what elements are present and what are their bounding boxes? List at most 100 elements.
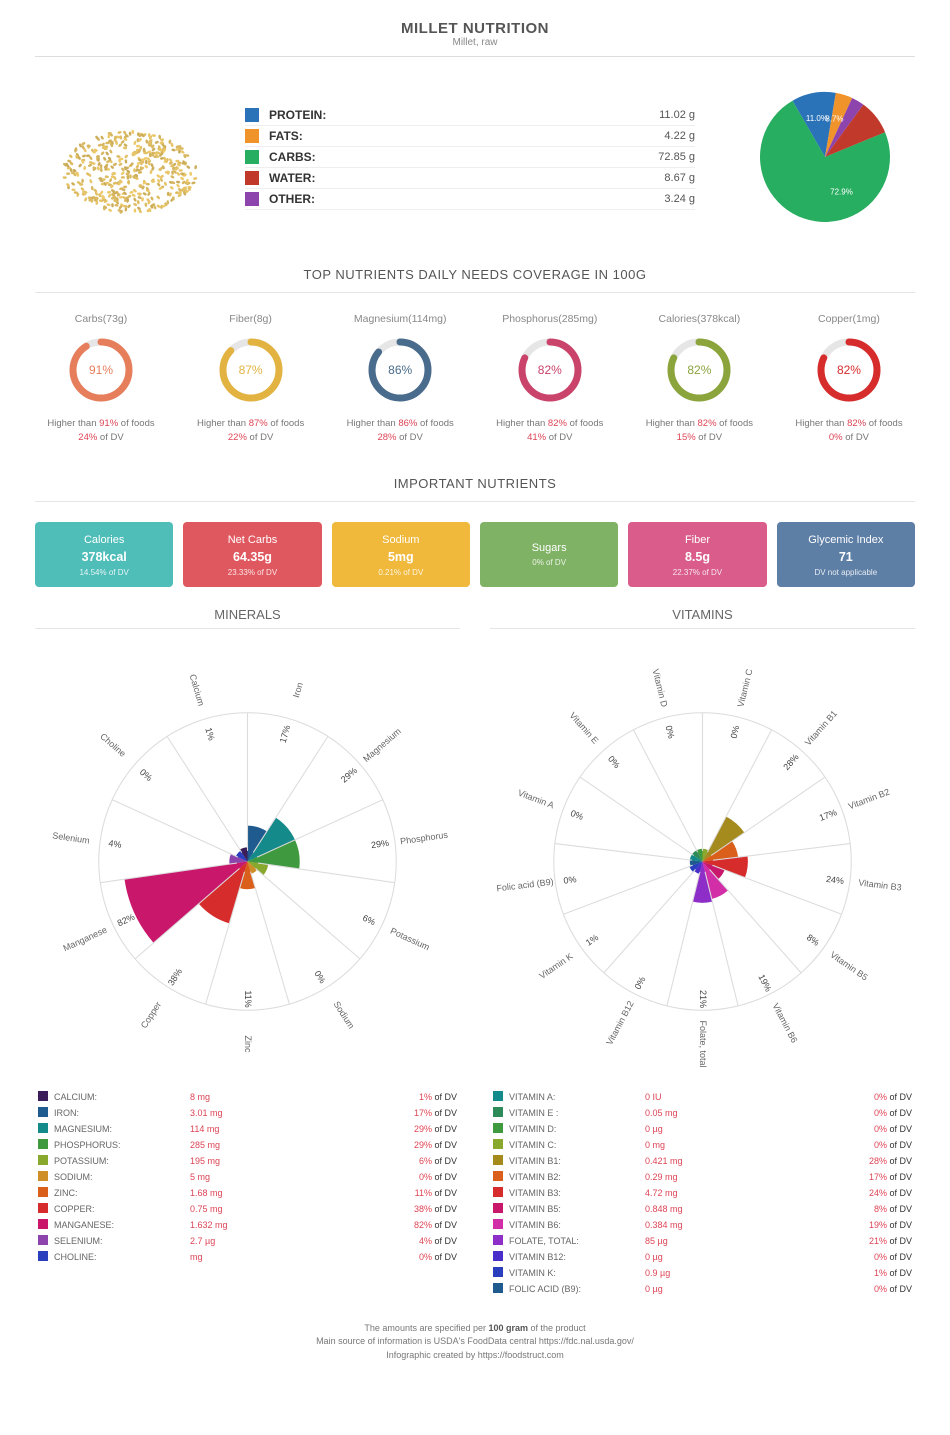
donut-description: Higher than 82% of foods 41% of DV <box>484 417 616 446</box>
legend-value: 1.632 mg <box>187 1217 306 1233</box>
important-title: IMPORTANT NUTRIENTS <box>35 476 915 491</box>
donut-percent: 82% <box>538 363 562 377</box>
legend-swatch <box>38 1235 48 1245</box>
legend-dv: 38% of DV <box>306 1201 460 1217</box>
nutrient-card: Glycemic Index 71 DV not applicable <box>777 522 915 587</box>
macro-summary-row: PROTEIN: 11.02 g FATS: 4.22 g CARBS: 72.… <box>35 77 915 237</box>
legend-dv: 1% of DV <box>761 1265 915 1281</box>
card-dv: 22.37% of DV <box>634 568 760 577</box>
page-subtitle: Millet, raw <box>35 37 915 48</box>
macro-row: FATS: 4.22 g <box>245 126 695 147</box>
svg-text:72.9%: 72.9% <box>830 187 853 196</box>
legend-name: VITAMIN B6: <box>506 1217 642 1233</box>
legend-swatch <box>493 1155 503 1165</box>
donut-label: Carbs(73g) <box>35 313 167 325</box>
legend-dv: 19% of DV <box>761 1217 915 1233</box>
svg-text:8.7%: 8.7% <box>825 114 843 123</box>
card-dv: 0.21% of DV <box>338 568 464 577</box>
legend-name: VITAMIN B1: <box>506 1153 642 1169</box>
legend-value: 0 µg <box>642 1121 761 1137</box>
legend-name: CALCIUM: <box>51 1089 187 1105</box>
separator <box>35 628 460 629</box>
legend-name: PHOSPHORUS: <box>51 1137 187 1153</box>
legend-swatch <box>493 1203 503 1213</box>
nutrient-cards-row: Calories 378kcal 14.54% of DV Net Carbs … <box>35 522 915 587</box>
legend-dv: 0% of DV <box>761 1105 915 1121</box>
legend-value: 0.421 mg <box>642 1153 761 1169</box>
legend-row: VITAMIN K: 0.9 µg 1% of DV <box>490 1265 915 1281</box>
legend-row: VITAMIN B1: 0.421 mg 28% of DV <box>490 1153 915 1169</box>
donut-description: Higher than 91% of foods 24% of DV <box>35 417 167 446</box>
card-value: 71 <box>783 550 909 564</box>
vitamins-column: VITAMINS Vitamin C0%Vitamin B128%Vitamin… <box>490 607 915 1297</box>
legend-name: VITAMIN K: <box>506 1265 642 1281</box>
separator <box>490 628 915 629</box>
legend-name: FOLIC ACID (B9): <box>506 1281 642 1297</box>
macro-row: PROTEIN: 11.02 g <box>245 105 695 126</box>
macro-row: CARBS: 72.85 g <box>245 147 695 168</box>
macro-swatch <box>245 150 259 164</box>
donut-description: Higher than 86% of foods 28% of DV <box>334 417 466 446</box>
donut-percent: 82% <box>687 363 711 377</box>
legend-value: 85 µg <box>642 1233 761 1249</box>
legend-value: 0 µg <box>642 1281 761 1297</box>
legend-swatch <box>493 1283 503 1293</box>
separator <box>35 501 915 502</box>
legend-swatch <box>38 1219 48 1229</box>
legend-dv: 17% of DV <box>761 1169 915 1185</box>
footer-line1a: The amounts are specified per <box>364 1323 488 1333</box>
legend-swatch <box>493 1171 503 1181</box>
legend-dv: 0% of DV <box>761 1089 915 1105</box>
donut-description: Higher than 87% of foods 22% of DV <box>185 417 317 446</box>
legend-swatch <box>493 1187 503 1197</box>
nutrient-card: Sugars 0% of DV <box>480 522 618 587</box>
legend-name: VITAMIN B3: <box>506 1185 642 1201</box>
legend-dv: 4% of DV <box>306 1233 460 1249</box>
legend-dv: 0% of DV <box>761 1121 915 1137</box>
legend-dv: 0% of DV <box>306 1169 460 1185</box>
donut-label: Copper(1mg) <box>783 313 915 325</box>
polar-charts-row: MINERALS Iron17%Magnesium29%Phosphorus29… <box>35 607 915 1297</box>
coverage-title: TOP NUTRIENTS DAILY NEEDS COVERAGE IN 10… <box>35 267 915 282</box>
legend-value: 0 µg <box>642 1249 761 1265</box>
vitamins-polar-chart: Vitamin C0%Vitamin B128%Vitamin B217%Vit… <box>490 649 915 1079</box>
legend-name: VITAMIN C: <box>506 1137 642 1153</box>
legend-value: 1.68 mg <box>187 1185 306 1201</box>
legend-name: SELENIUM: <box>51 1233 187 1249</box>
legend-value: mg <box>187 1249 306 1265</box>
legend-value: 114 mg <box>187 1121 306 1137</box>
legend-swatch <box>493 1123 503 1133</box>
polar-slice-pct: 0% <box>563 874 577 885</box>
donut-percent: 87% <box>239 363 263 377</box>
polar-slice-label: Folate, total <box>698 1021 708 1068</box>
legend-value: 5 mg <box>187 1169 306 1185</box>
legend-name: VITAMIN B12: <box>506 1249 642 1265</box>
donut-label: Calories(378kcal) <box>633 313 765 325</box>
legend-row: SODIUM: 5 mg 0% of DV <box>35 1169 460 1185</box>
coverage-donut: Magnesium(114mg) 86% Higher than 86% of … <box>334 313 466 446</box>
legend-row: CHOLINE: mg 0% of DV <box>35 1249 460 1265</box>
legend-swatch <box>493 1219 503 1229</box>
macro-value: 72.85 g <box>658 151 695 163</box>
coverage-donut: Carbs(73g) 91% Higher than 91% of foods … <box>35 313 167 446</box>
legend-row: MANGANESE: 1.632 mg 82% of DV <box>35 1217 460 1233</box>
donut-description: Higher than 82% of foods 15% of DV <box>633 417 765 446</box>
macro-swatch <box>245 129 259 143</box>
macro-name: WATER: <box>269 171 315 185</box>
donut-percent: 91% <box>89 363 113 377</box>
legend-row: VITAMIN B2: 0.29 mg 17% of DV <box>490 1169 915 1185</box>
legend-dv: 21% of DV <box>761 1233 915 1249</box>
macro-swatch <box>245 192 259 206</box>
card-dv: 0% of DV <box>486 558 612 567</box>
donut-description: Higher than 82% of foods 0% of DV <box>783 417 915 446</box>
legend-name: VITAMIN B5: <box>506 1201 642 1217</box>
legend-value: 2.7 µg <box>187 1233 306 1249</box>
minerals-polar-chart: Iron17%Magnesium29%Phosphorus29%Potassiu… <box>35 649 460 1079</box>
card-value: 64.35g <box>189 550 315 564</box>
card-dv: 23.33% of DV <box>189 568 315 577</box>
footer-line3: Infographic created by https://foodstruc… <box>35 1349 915 1363</box>
legend-value: 0.05 mg <box>642 1105 761 1121</box>
legend-swatch <box>38 1123 48 1133</box>
card-name: Fiber <box>634 534 760 546</box>
legend-swatch <box>493 1107 503 1117</box>
